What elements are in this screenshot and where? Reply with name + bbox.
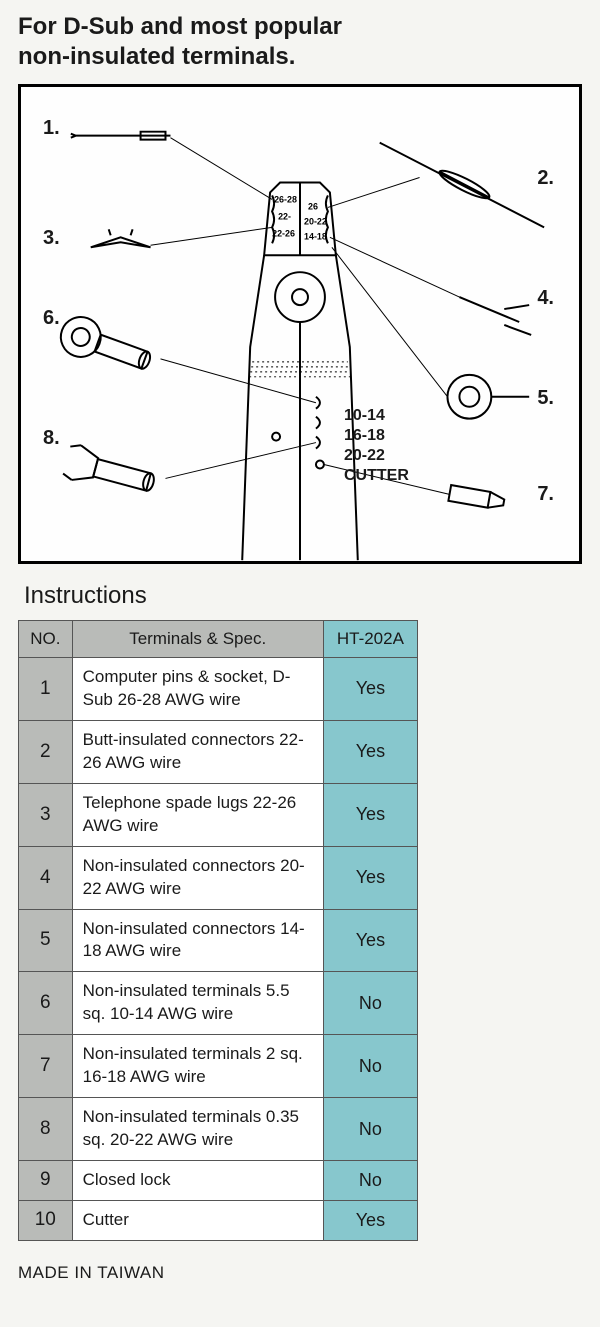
cell-no: 5 [19, 909, 73, 972]
cell-no: 9 [19, 1161, 73, 1201]
cell-spec: Non-insulated terminals 0.35 sq. 20-22 A… [72, 1098, 323, 1161]
callout-6: 6. [43, 307, 60, 330]
callout-3: 3. [43, 227, 60, 250]
cell-spec: Computer pins & socket, D-Sub 26-28 AWG … [72, 658, 323, 721]
cell-yn: Yes [323, 909, 417, 972]
cell-spec: Telephone spade lugs 22-26 AWG wire [72, 783, 323, 846]
cell-no: 10 [19, 1200, 73, 1240]
table-row: 5Non-insulated connectors 14-18 AWG wire… [19, 909, 418, 972]
table-row: 2Butt-insulated connectors 22-26 AWG wir… [19, 720, 418, 783]
callout-7: 7. [537, 483, 554, 506]
tool-label-4: CUTTER [344, 467, 409, 485]
cell-yn: Yes [323, 720, 417, 783]
callout-2: 2. [537, 167, 554, 190]
cell-yn: No [323, 1035, 417, 1098]
cell-spec: Butt-insulated connectors 22-26 AWG wire [72, 720, 323, 783]
table-row: 10CutterYes [19, 1200, 418, 1240]
tool-label-2: 16-18 [344, 427, 385, 445]
callout-1: 1. [43, 117, 60, 140]
cell-no: 6 [19, 972, 73, 1035]
tool-diagram: 26-28 22- 22-26 26 20-22 14-18 1. 2. 3. … [18, 84, 582, 564]
spec-table: NO. Terminals & Spec. HT-202A 1Computer … [18, 620, 418, 1241]
svg-text:26: 26 [308, 201, 318, 211]
page-heading: For D-Sub and most popular non-insulated… [18, 12, 582, 72]
cell-spec: Non-insulated terminals 2 sq. 16-18 AWG … [72, 1035, 323, 1098]
cell-spec: Non-insulated connectors 20-22 AWG wire [72, 846, 323, 909]
tool-label-1: 10-14 [344, 407, 385, 425]
made-in-label: MADE IN TAIWAN [18, 1263, 582, 1283]
tool-label-3: 20-22 [344, 447, 385, 465]
table-row: 3Telephone spade lugs 22-26 AWG wireYes [19, 783, 418, 846]
col-spec: Terminals & Spec. [72, 621, 323, 658]
cell-yn: No [323, 972, 417, 1035]
cell-spec: Closed lock [72, 1161, 323, 1201]
col-model: HT-202A [323, 621, 417, 658]
table-row: 8Non-insulated terminals 0.35 sq. 20-22 … [19, 1098, 418, 1161]
cell-yn: No [323, 1098, 417, 1161]
cell-no: 8 [19, 1098, 73, 1161]
cell-no: 2 [19, 720, 73, 783]
cell-spec: Cutter [72, 1200, 323, 1240]
table-row: 9Closed lockNo [19, 1161, 418, 1201]
table-row: 4Non-insulated connectors 20-22 AWG wire… [19, 846, 418, 909]
svg-text:26-28: 26-28 [274, 194, 297, 204]
callout-4: 4. [537, 287, 554, 310]
svg-text:22-26: 22-26 [272, 228, 295, 238]
cell-yn: Yes [323, 658, 417, 721]
cell-no: 1 [19, 658, 73, 721]
cell-spec: Non-insulated terminals 5.5 sq. 10-14 AW… [72, 972, 323, 1035]
heading-line1: For D-Sub and most popular [18, 13, 342, 40]
table-row: 1Computer pins & socket, D-Sub 26-28 AWG… [19, 658, 418, 721]
col-no: NO. [19, 621, 73, 658]
svg-text:14-18: 14-18 [304, 231, 327, 241]
table-header-row: NO. Terminals & Spec. HT-202A [19, 621, 418, 658]
cell-no: 3 [19, 783, 73, 846]
callout-8: 8. [43, 427, 60, 450]
diagram-svg: 26-28 22- 22-26 26 20-22 14-18 [21, 87, 579, 561]
table-row: 6Non-insulated terminals 5.5 sq. 10-14 A… [19, 972, 418, 1035]
svg-text:22-: 22- [278, 211, 291, 221]
cell-yn: Yes [323, 1200, 417, 1240]
table-row: 7Non-insulated terminals 2 sq. 16-18 AWG… [19, 1035, 418, 1098]
cell-yn: Yes [323, 846, 417, 909]
callout-5: 5. [537, 387, 554, 410]
svg-text:20-22: 20-22 [304, 216, 327, 226]
heading-line2: non-insulated terminals. [18, 43, 295, 70]
cell-yn: No [323, 1161, 417, 1201]
cell-no: 4 [19, 846, 73, 909]
instructions-heading: Instructions [24, 582, 582, 610]
cell-spec: Non-insulated connectors 14-18 AWG wire [72, 909, 323, 972]
cell-yn: Yes [323, 783, 417, 846]
cell-no: 7 [19, 1035, 73, 1098]
